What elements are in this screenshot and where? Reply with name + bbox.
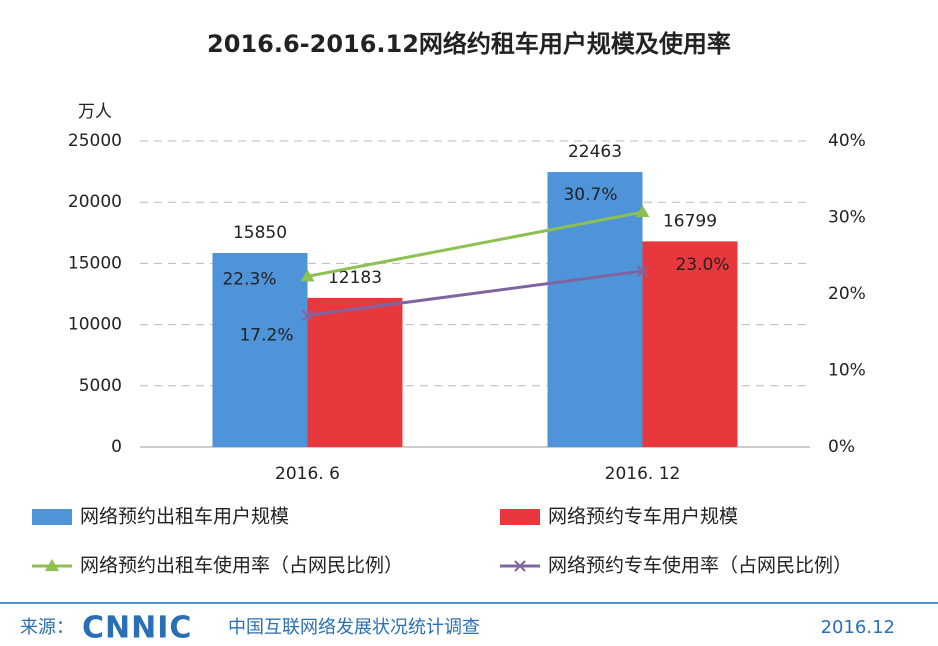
- legend-label: 网络预约出租车使用率（占网民比例）: [80, 555, 403, 577]
- y-tick-label: 15000: [68, 253, 122, 273]
- y-tick-label: 0: [111, 437, 122, 457]
- y-unit: 万人: [78, 102, 112, 122]
- legend-swatch: [32, 509, 72, 525]
- bar-value-label: 15850: [233, 223, 287, 243]
- bar-value-label: 22463: [568, 142, 622, 162]
- line-marker: [300, 269, 315, 282]
- line-value-label: 22.3%: [222, 269, 276, 289]
- y2-tick-label: 30%: [828, 208, 866, 228]
- legend-label: 网络预约专车使用率（占网民比例）: [548, 555, 852, 577]
- bar: [307, 297, 403, 447]
- logo: CNNIC: [82, 611, 192, 646]
- line-marker: [514, 560, 526, 572]
- y2-tick-label: 10%: [828, 361, 866, 381]
- bar: [212, 252, 308, 447]
- legend-label: 网络预约专车用户规模: [548, 506, 738, 528]
- bar-value-label: 12183: [328, 268, 382, 288]
- y-tick-label: 20000: [68, 192, 122, 212]
- chart-title: 2016.6-2016.12网络约租车用户规模及使用率: [207, 30, 731, 58]
- line-marker: [635, 205, 650, 218]
- x-tick-label: 2016. 6: [275, 464, 340, 484]
- bar-value-label: 16799: [663, 211, 717, 231]
- line: [307, 210, 643, 278]
- legend-label: 网络预约出租车用户规模: [80, 506, 289, 528]
- legend-swatch: [500, 509, 540, 525]
- line-marker: [301, 309, 314, 322]
- y2-tick-label: 0%: [828, 437, 855, 457]
- date: 2016.12: [821, 617, 895, 638]
- y-tick-label: 25000: [68, 131, 122, 151]
- line-marker: [45, 559, 59, 571]
- line: [307, 269, 643, 317]
- bar: [642, 241, 738, 447]
- y2-tick-label: 20%: [828, 284, 866, 304]
- y-tick-label: 5000: [79, 376, 122, 396]
- bar: [547, 172, 643, 447]
- line-value-label: 23.0%: [675, 255, 729, 275]
- line-marker: [636, 265, 649, 277]
- source: 中国互联网络发展状况统计调查: [228, 617, 480, 638]
- line-value-label: 17.2%: [239, 325, 293, 345]
- y-tick-label: 10000: [68, 315, 122, 335]
- y2-tick-label: 40%: [828, 131, 866, 151]
- x-tick-label: 2016. 12: [605, 464, 681, 484]
- line-value-label: 30.7%: [563, 185, 617, 205]
- source-label: 来源：: [20, 617, 74, 638]
